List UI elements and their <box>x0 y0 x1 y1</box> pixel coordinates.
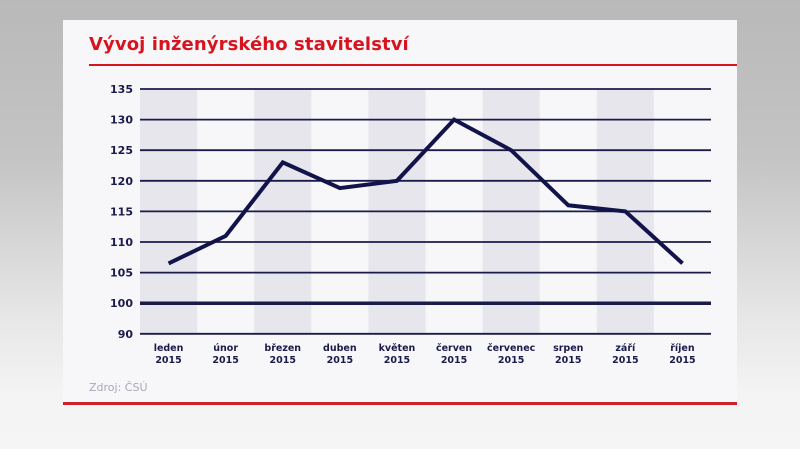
x-tick-label: 2015 <box>441 355 467 366</box>
x-tick-label: únor <box>213 343 238 354</box>
x-tick-label: březen <box>264 343 301 354</box>
x-tick-label: 2015 <box>384 355 410 366</box>
x-tick-label: květen <box>379 343 416 354</box>
y-tick-label: 90 <box>118 328 134 341</box>
y-tick-label: 125 <box>110 144 133 157</box>
y-tick-label: 105 <box>110 267 133 280</box>
x-tick-label: 2015 <box>155 355 181 366</box>
x-tick-label: červen <box>436 343 472 354</box>
x-tick-label: 2015 <box>669 355 695 366</box>
y-tick-label: 135 <box>110 83 133 96</box>
y-tick-label: 115 <box>110 205 133 218</box>
x-tick-label: 2015 <box>612 355 638 366</box>
x-tick-label: 2015 <box>498 355 524 366</box>
x-tick-label: 2015 <box>555 355 581 366</box>
x-tick-label: leden <box>154 343 184 354</box>
x-tick-label: říjen <box>670 343 695 354</box>
y-tick-label: 110 <box>110 236 133 249</box>
x-tick-label: 2015 <box>270 355 296 366</box>
x-tick-label: 2015 <box>212 355 238 366</box>
x-tick-label: červenec <box>487 343 535 354</box>
chart-title: Vývoj inženýrského stavitelství <box>89 34 409 55</box>
x-tick-label: srpen <box>553 343 584 354</box>
title-divider <box>89 64 737 66</box>
source-note: Zdroj: ČSÚ <box>89 381 148 394</box>
x-tick-label: duben <box>323 343 357 354</box>
x-tick-label: září <box>615 343 636 354</box>
x-tick-label: 2015 <box>327 355 353 366</box>
y-tick-label: 130 <box>110 114 133 127</box>
data-line <box>167 117 684 266</box>
y-tick-label: 100 <box>110 297 133 310</box>
y-tick-label: 120 <box>110 175 133 188</box>
